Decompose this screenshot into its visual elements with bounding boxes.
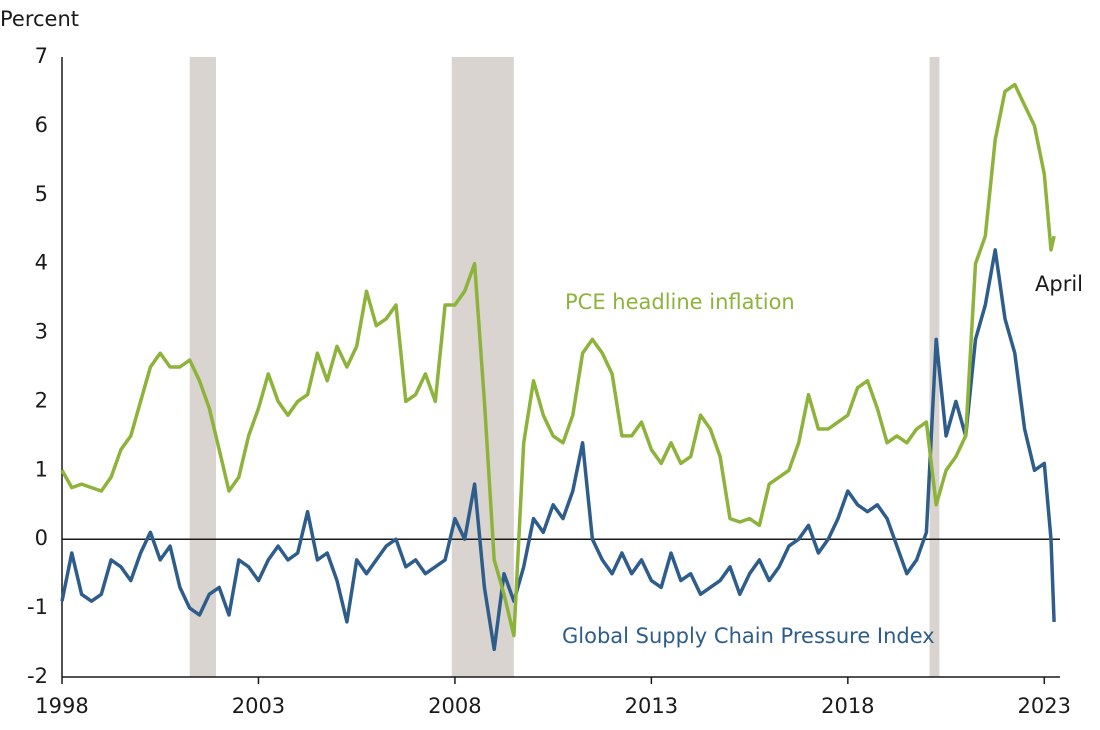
annotation: Global Supply Chain Pressure Index bbox=[562, 624, 935, 648]
series-line bbox=[60, 248, 1056, 652]
y-axis-label: Percent bbox=[0, 7, 79, 31]
x-tick-label: 2013 bbox=[625, 694, 678, 718]
y-tick-label: 2 bbox=[35, 388, 48, 412]
x-tick-label: 2008 bbox=[428, 694, 481, 718]
y-tick-label: 5 bbox=[35, 182, 48, 206]
y-tick-label: 6 bbox=[35, 113, 48, 137]
y-tick-label: 7 bbox=[35, 44, 48, 68]
x-tick-label: 2003 bbox=[232, 694, 285, 718]
x-tick-label: 2023 bbox=[1018, 694, 1071, 718]
y-tick-label: 0 bbox=[35, 526, 48, 550]
annotation: PCE headline inflation bbox=[565, 290, 795, 314]
y-tick-label: -1 bbox=[27, 595, 48, 619]
y-tick-label: 3 bbox=[35, 320, 48, 344]
x-tick-label: 2018 bbox=[821, 694, 874, 718]
y-tick-label: -2 bbox=[27, 664, 48, 688]
y-tick-label: 4 bbox=[35, 251, 48, 275]
annotation: April bbox=[1035, 272, 1083, 296]
y-tick-label: 1 bbox=[35, 457, 48, 481]
series-line bbox=[60, 82, 1056, 638]
x-tick-label: 1998 bbox=[35, 694, 88, 718]
